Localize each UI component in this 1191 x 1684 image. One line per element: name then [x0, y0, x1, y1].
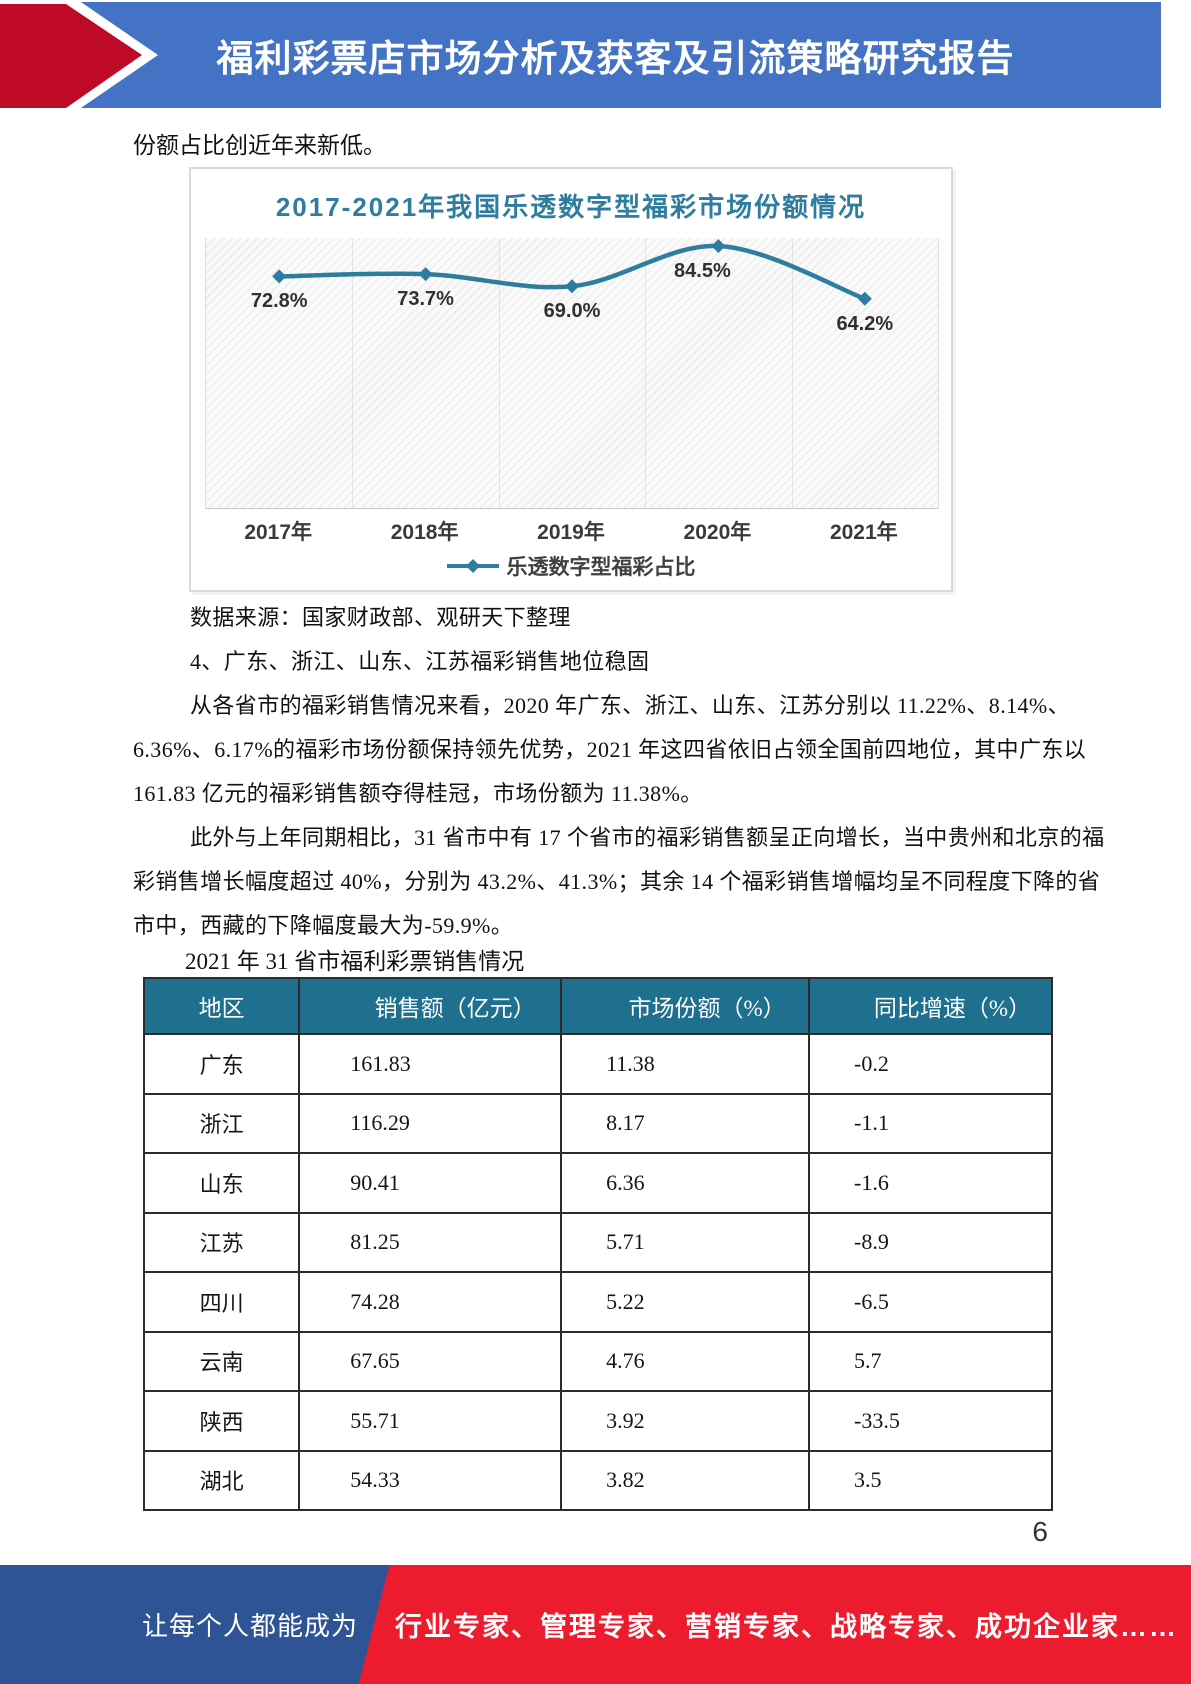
x-axis-label: 2018年 [390, 521, 459, 544]
intro-text: 份额占比创近年来新低。 [133, 133, 386, 158]
table-header-row: 地区 销售额（亿元） 市场份额（%） 同比增速（%） [145, 979, 1051, 1033]
data-label: 73.7% [397, 288, 454, 311]
x-axis-label: 2019年 [537, 521, 605, 544]
data-label: 84.5% [674, 260, 731, 282]
table-cell: 云南 [199, 1350, 244, 1376]
chart-x-axis: 2017年 2018年 2019年 2020年 2021年 [205, 516, 937, 544]
header-banner: 福利彩票店市场分析及获客及引流策略研究报告 [0, 2, 1161, 108]
sales-table: 地区 销售额（亿元） 市场份额（%） 同比增速（%） 广东 161.83 11.38 -0.2… [143, 977, 1053, 1511]
table-cell: 广东 [199, 1052, 244, 1078]
data-label: 72.8% [250, 290, 308, 313]
chart-gridline [352, 238, 354, 508]
page-title: 福利彩票店市场分析及获客及引流策略研究报告 [216, 38, 1015, 79]
data-label: 69.0% [543, 300, 601, 323]
table-cell: 3.82 [560, 1451, 808, 1509]
paragraph-line: 从各省市的福彩销售情况来看，2020 年广东、浙江、山东、江苏分别以 11.22… [190, 693, 1071, 718]
table-row: 浙江 116.29 8.17 -1.1 [145, 1092, 1051, 1152]
chart-title: 2017-2021年我国乐透数字型福彩市场份额情况 [275, 192, 867, 222]
page-number: 6 [1032, 1516, 1048, 1547]
table-header-cell: 市场份额（%） [560, 979, 808, 1033]
table-caption: 2021 年 31 省市福利彩票销售情况 [185, 949, 525, 974]
table-cell: 54.33 [298, 1451, 560, 1509]
table-cell: 11.38 [560, 1035, 808, 1093]
legend-label: 乐透数字型福彩占比 [506, 556, 696, 579]
legend-marker-icon [446, 559, 499, 573]
chart-gridline [791, 238, 793, 508]
table-row: 广东 161.83 11.38 -0.2 [145, 1033, 1051, 1093]
table-cell: 陕西 [199, 1409, 244, 1435]
section-heading: 4、广东、浙江、山东、江苏福彩销售地位稳固 [190, 649, 650, 674]
table-cell: -0.2 [808, 1035, 1051, 1093]
paragraph-line: 6.36%、6.17%的福彩市场份额保持领先优势，2021 年这四省依旧占领全国… [133, 737, 1087, 762]
table-cell: 5.22 [560, 1273, 808, 1331]
table-header-cell: 同比增速（%） [808, 979, 1051, 1033]
table-cell: -8.9 [808, 1213, 1051, 1271]
data-point-marker [565, 279, 579, 294]
table-row: 山东 90.41 6.36 -1.6 [145, 1152, 1051, 1212]
footer-slogan-right: 行业专家、管理专家、营销专家、战略专家、成功企业家…… [395, 1612, 1178, 1642]
chart-line-series [272, 239, 872, 306]
table-row: 云南 67.65 4.76 5.7 [145, 1330, 1051, 1390]
paragraph-line: 市中，西藏的下降幅度最大为-59.9%。 [133, 913, 514, 938]
table-cell: 四川 [199, 1290, 244, 1316]
data-point-marker [711, 239, 726, 253]
table-header-cell: 销售额（亿元） [298, 979, 560, 1033]
footer-slogan-left: 让每个人都能成为 [142, 1611, 359, 1641]
chart-gridline [498, 238, 500, 508]
table-cell: 6.36 [560, 1154, 808, 1212]
footer-blue-panel [0, 1565, 390, 1684]
table-header-cell: 地区 [198, 996, 245, 1021]
chart-gridline [645, 238, 647, 508]
table-row: 陕西 55.71 3.92 -33.5 [145, 1390, 1051, 1450]
table-cell: 161.83 [298, 1035, 560, 1093]
table-cell: 74.28 [298, 1273, 560, 1331]
market-share-chart: 2017-2021年我国乐透数字型福彩市场份额情况 72.8% 73.7% 69.0… [189, 167, 953, 592]
table-cell: -6.5 [808, 1273, 1051, 1331]
table-cell: 67.65 [298, 1332, 560, 1390]
table-cell: 4.76 [560, 1332, 808, 1390]
table-cell: 江苏 [199, 1231, 244, 1257]
table-row: 四川 74.28 5.22 -6.5 [145, 1271, 1051, 1331]
table-cell: 55.71 [298, 1392, 560, 1450]
table-cell: 3.5 [808, 1451, 1051, 1509]
table-cell: 浙江 [199, 1112, 244, 1138]
table-cell: -1.6 [808, 1154, 1051, 1212]
table-cell: 5.7 [808, 1332, 1051, 1390]
footer-band: 让每个人都能成为 行业专家、管理专家、营销专家、战略专家、成功企业家…… [0, 1565, 1191, 1684]
table-cell: 山东 [199, 1171, 244, 1197]
data-point-marker [857, 291, 872, 306]
x-axis-label: 2017年 [244, 521, 313, 544]
paragraph-line: 161.83 亿元的福彩销售额夺得桂冠，市场份额为 11.38%。 [133, 781, 703, 806]
table-cell: 3.92 [560, 1392, 808, 1450]
table-cell: -33.5 [808, 1392, 1051, 1450]
chart-legend: 乐透数字型福彩占比 [191, 551, 951, 581]
table-row: 湖北 54.33 3.82 3.5 [145, 1449, 1051, 1509]
data-label: 64.2% [836, 312, 894, 335]
table-row: 江苏 81.25 5.71 -8.9 [145, 1211, 1051, 1271]
data-point-marker [272, 269, 287, 284]
x-axis-label: 2021年 [829, 521, 898, 544]
paragraph-line: 此外与上年同期相比，31 省市中有 17 个省市的福彩销售额呈正向增长，当中贵州… [190, 825, 1105, 850]
data-point-marker [418, 267, 433, 282]
table-cell: 5.71 [560, 1213, 808, 1271]
table-cell: 湖北 [199, 1469, 244, 1495]
body-text: 数据来源：国家财政部、观研天下整理 4、广东、浙江、山东、江苏福彩销售地位稳固 … [133, 596, 1105, 948]
x-axis-label: 2020年 [683, 521, 752, 544]
data-source-note: 数据来源：国家财政部、观研天下整理 [190, 605, 571, 630]
chart-plot: 72.8% 73.7% 69.0% 84.5% 64.2% [205, 238, 939, 509]
table-cell: -1.1 [808, 1094, 1051, 1152]
red-arrow-icon [0, 4, 142, 108]
paragraph-line: 彩销售增长幅度超过 40%，分别为 43.2%、41.3%；其余 14 个福彩销… [133, 869, 1101, 894]
table-cell: 81.25 [298, 1213, 560, 1271]
table-cell: 90.41 [298, 1154, 560, 1212]
table-cell: 116.29 [298, 1094, 560, 1152]
table-cell: 8.17 [560, 1094, 808, 1152]
